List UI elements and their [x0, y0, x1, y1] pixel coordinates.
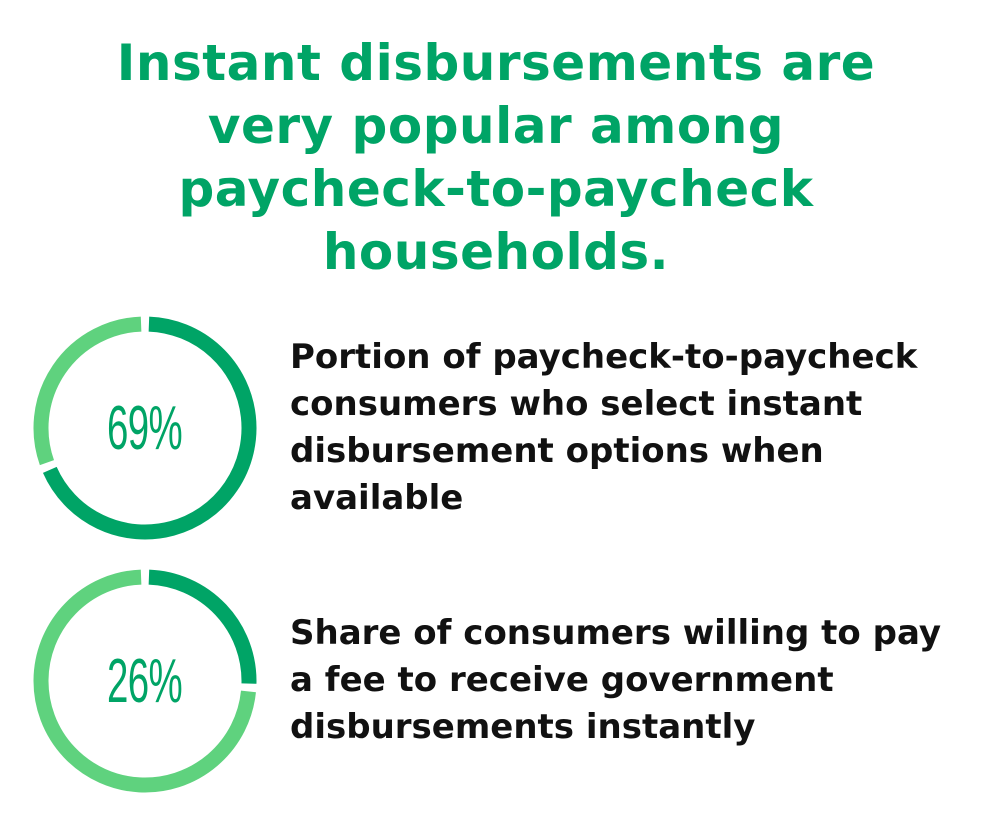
description-line: a fee to receive government [290, 660, 834, 700]
title-line: paycheck-to-paycheck [178, 160, 814, 218]
title-line: households. [322, 223, 670, 281]
donut-svg [33, 316, 257, 540]
description-line: disbursement options when [290, 431, 824, 471]
donut-value-label: 26% [107, 646, 183, 716]
description-line: Portion of paycheck-to-paycheck [290, 337, 918, 377]
donut-segment-remainder [33, 569, 256, 793]
donut-segment-value [42, 316, 257, 540]
description-line: available [290, 478, 464, 518]
page-title: Instant disbursements are very popular a… [0, 32, 992, 284]
stat-description-1: Portion of paycheck-to-paycheck consumer… [290, 334, 980, 522]
donut-value-label: 69% [107, 393, 183, 463]
title-line: Instant disbursements are [116, 34, 876, 92]
stat-description-2: Share of consumers willing to pay a fee … [290, 610, 980, 751]
donut-svg [33, 569, 257, 793]
donut-chart-69: 69% [30, 313, 260, 543]
donut-chart-26: 26% [30, 566, 260, 796]
donut-segment-remainder [33, 316, 142, 466]
donut-segment-value [148, 569, 257, 684]
description-line: consumers who select instant [290, 384, 863, 424]
title-line: very popular among [207, 97, 785, 155]
description-line: disbursements instantly [290, 707, 756, 747]
description-line: Share of consumers willing to pay [290, 613, 942, 653]
